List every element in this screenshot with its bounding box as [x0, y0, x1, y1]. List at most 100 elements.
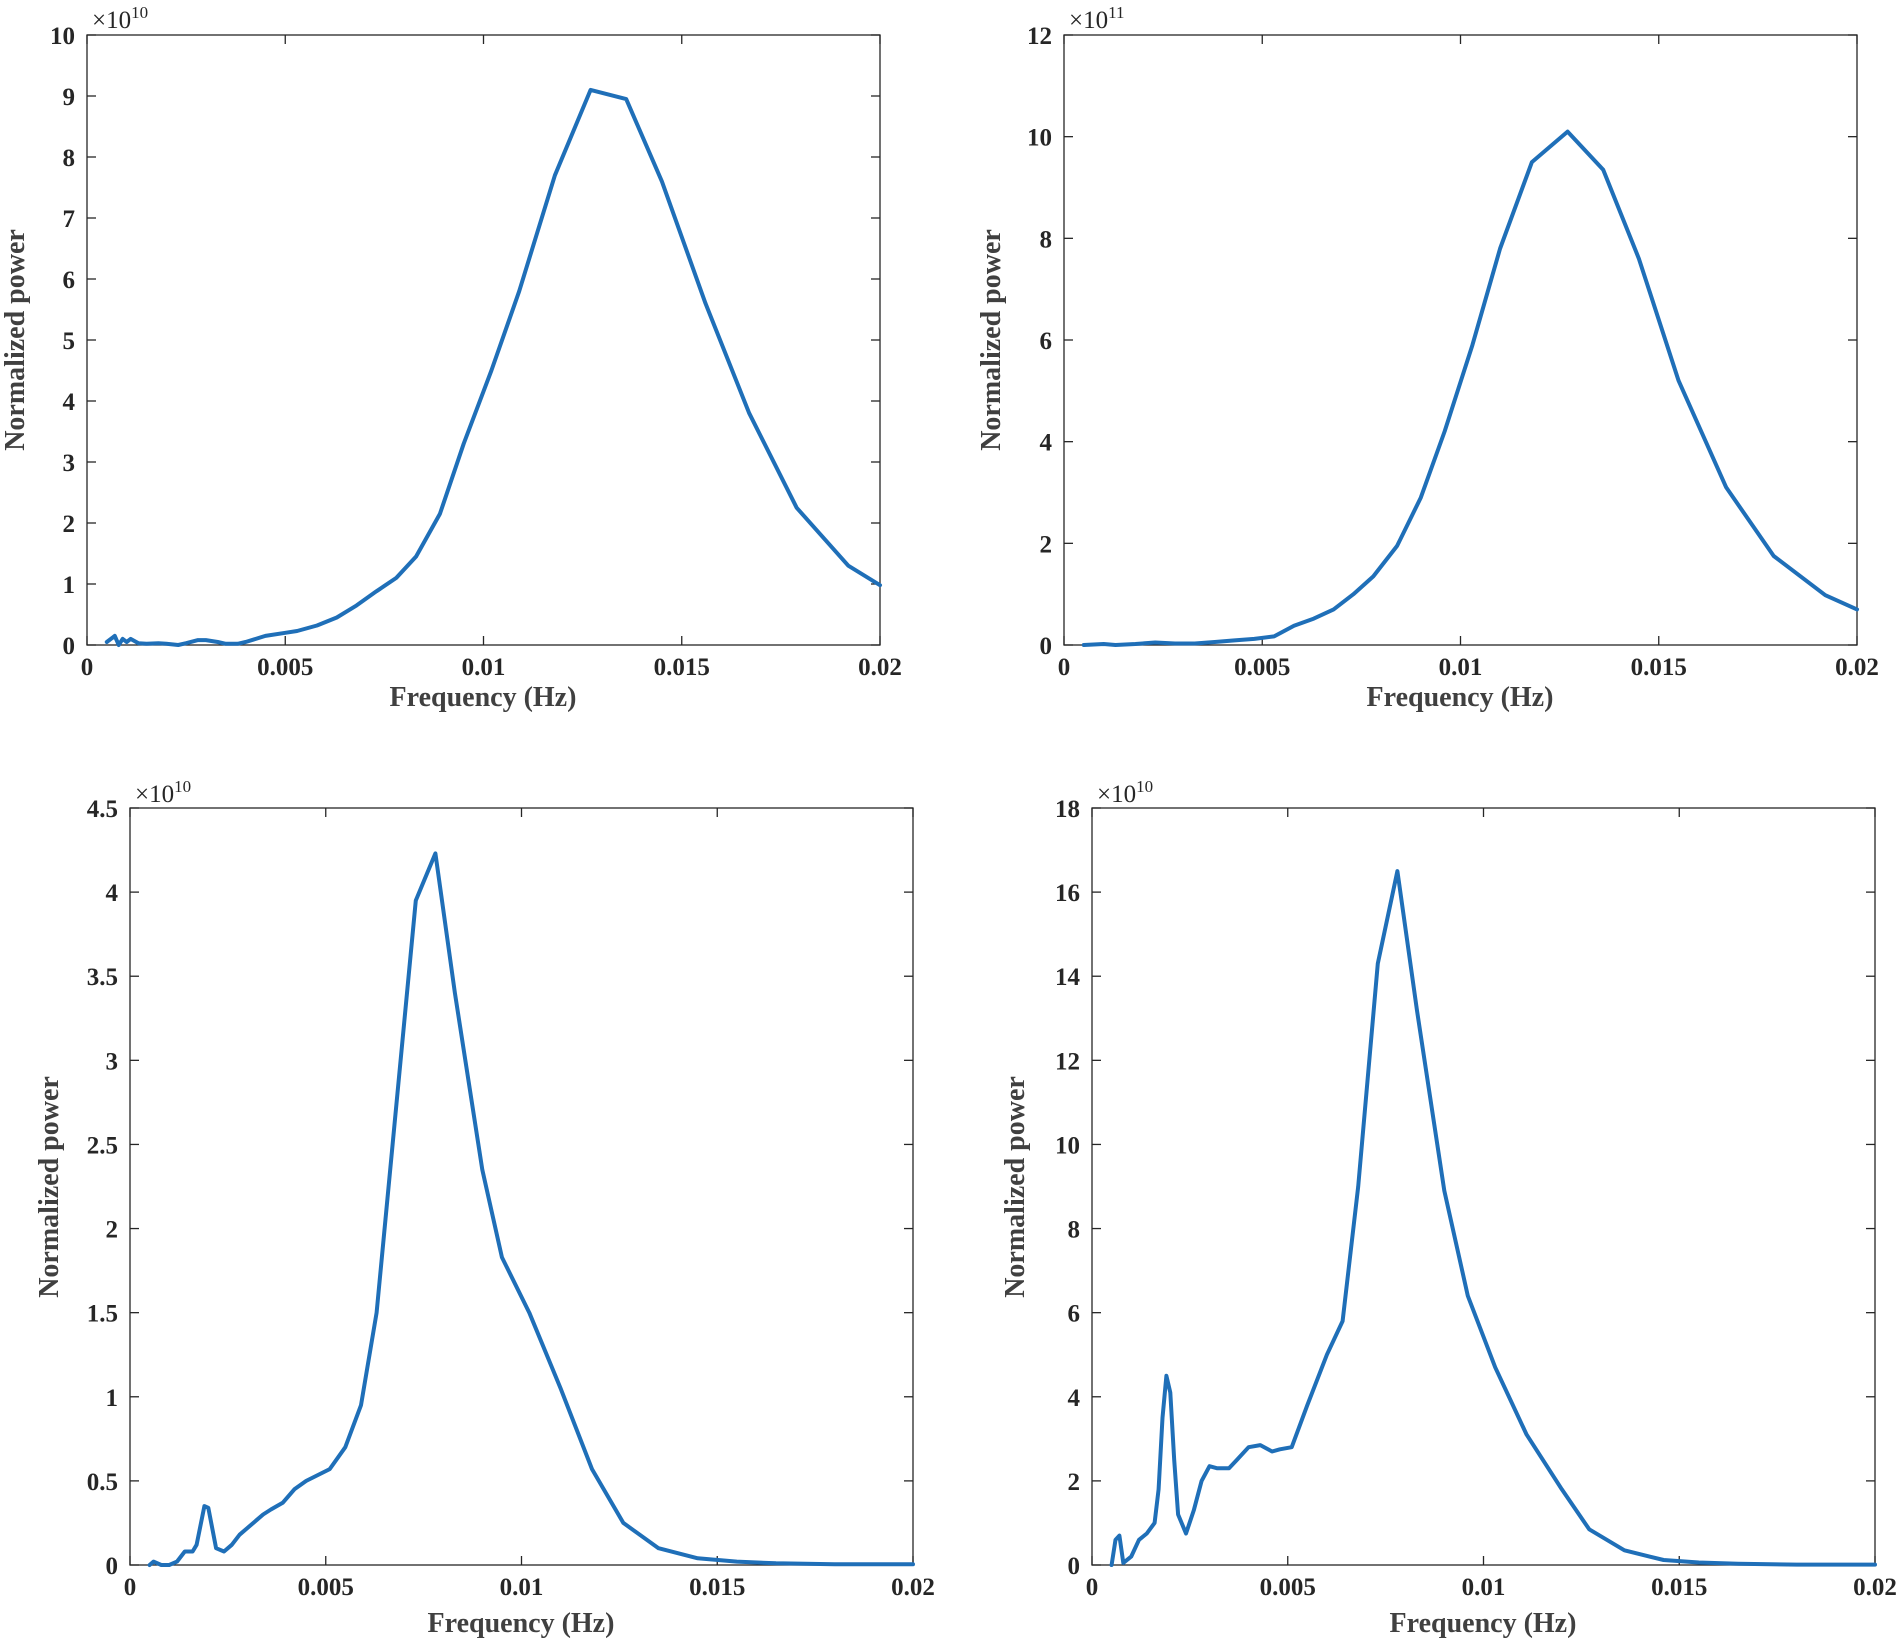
subplot-top-left: 0 0.005 0.01 0.015 0.02 0 1 2 3 4 5 6 7 8 9 10 Frequen…	[0, 3, 902, 713]
plot-frame	[1063, 34, 1858, 646]
series-line-spectrum	[104, 87, 882, 647]
y-tick-label: 1.5	[87, 1301, 118, 1328]
x-tick-label: 0.02	[891, 1574, 935, 1601]
x-tick-label: 0.01	[500, 1574, 544, 1601]
y-tick-label: 6	[63, 267, 76, 294]
x-ticks: 0 0.005 0.01 0.015 0.02	[1058, 35, 1879, 681]
y-ticks: 0 2 4 6 8 10 12	[1027, 23, 1857, 660]
series-group	[1081, 129, 1859, 647]
subplot-top-right: 0 0.005 0.01 0.015 0.02 0 2 4 6 8 10 12 Frequency …	[976, 3, 1879, 713]
x-tick-label: 0.01	[1439, 654, 1483, 681]
y-tick-label: 12	[1055, 1048, 1080, 1075]
x-tick-label: 0.015	[654, 654, 710, 681]
x-tick-label: 0.005	[257, 654, 313, 681]
exponent-label: ×1010	[92, 3, 148, 34]
exponent-label: ×1010	[135, 777, 191, 808]
x-ticks: 0 0.005 0.01 0.015 0.02	[1086, 808, 1897, 1601]
y-tick-label: 6	[1040, 328, 1053, 355]
y-tick-label: 6	[1068, 1301, 1081, 1328]
y-tick-label: 4	[1040, 430, 1053, 457]
y-tick-label: 16	[1055, 880, 1080, 907]
y-tick-label: 0	[106, 1553, 119, 1580]
y-tick-label: 12	[1027, 23, 1052, 50]
y-axis-label: Normalized power	[34, 1076, 65, 1298]
x-axis-label: Frequency (Hz)	[1367, 682, 1554, 713]
y-tick-label: 3.5	[87, 964, 118, 991]
y-tick-label: 3	[63, 450, 76, 477]
y-axis-label: Normalized power	[976, 229, 1007, 451]
exponent-base: ×10	[135, 781, 174, 808]
x-ticks: 0 0.005 0.01 0.015 0.02	[81, 35, 902, 681]
plot-frame	[129, 807, 914, 1566]
y-axis-label: Normalized power	[1000, 1076, 1031, 1298]
series-group	[147, 851, 915, 1567]
exponent-power: 10	[131, 3, 148, 22]
x-tick-label: 0.005	[1234, 654, 1290, 681]
y-tick-label: 10	[1027, 125, 1052, 152]
y-tick-label: 7	[63, 206, 76, 233]
x-tick-label: 0.01	[1462, 1574, 1506, 1601]
y-tick-label: 2	[106, 1217, 119, 1244]
x-tick-label: 0.015	[1651, 1574, 1707, 1601]
y-tick-label: 1	[106, 1385, 119, 1412]
y-tick-label: 14	[1055, 964, 1081, 991]
x-tick-label: 0.005	[298, 1574, 354, 1601]
subplot-bottom-left: 0 0.005 0.01 0.015 0.02 0 0.5 1 1.5 2 2.5 3 3.5 4 4.5…	[34, 777, 935, 1639]
series-group	[104, 87, 882, 647]
x-tick-label: 0	[124, 1574, 137, 1601]
y-tick-label: 2	[1068, 1469, 1081, 1496]
x-axis-label: Frequency (Hz)	[390, 682, 577, 713]
x-tick-label: 0	[1058, 654, 1071, 681]
x-ticks: 0 0.005 0.01 0.015 0.02	[124, 808, 935, 1601]
y-tick-label: 2	[63, 511, 76, 538]
y-tick-label: 4.5	[87, 796, 118, 823]
exponent-base: ×10	[92, 7, 131, 34]
exponent-power: 11	[1108, 3, 1124, 22]
plot-frame	[86, 34, 881, 646]
y-tick-label: 1	[63, 572, 76, 599]
x-axis-label: Frequency (Hz)	[1390, 1608, 1577, 1639]
y-tick-label: 10	[50, 23, 75, 50]
y-tick-label: 4	[106, 880, 119, 907]
y-tick-label: 2.5	[87, 1132, 118, 1159]
x-tick-label: 0.005	[1260, 1574, 1316, 1601]
y-axis-label: Normalized power	[0, 229, 31, 451]
x-tick-label: 0.015	[689, 1574, 745, 1601]
exponent-label: ×1011	[1069, 3, 1124, 34]
series-line-spectrum	[1081, 129, 1859, 647]
y-tick-label: 4	[63, 389, 76, 416]
series-group	[1109, 869, 1877, 1567]
x-axis-label: Frequency (Hz)	[428, 1608, 615, 1639]
y-tick-label: 8	[1068, 1217, 1081, 1244]
y-tick-label: 4	[1068, 1385, 1081, 1412]
x-tick-label: 0.015	[1631, 654, 1687, 681]
y-tick-label: 0.5	[87, 1469, 118, 1496]
y-ticks: 0 1 2 3 4 5 6 7 8 9 10	[50, 23, 880, 660]
y-tick-label: 10	[1055, 1132, 1080, 1159]
y-tick-label: 0	[1068, 1553, 1081, 1580]
exponent-label: ×1010	[1097, 777, 1153, 808]
y-tick-label: 9	[63, 84, 76, 111]
x-tick-label: 0.02	[1835, 654, 1879, 681]
x-tick-label: 0.02	[858, 654, 902, 681]
x-tick-label: 0.02	[1853, 1574, 1897, 1601]
series-line-spectrum	[1109, 869, 1877, 1567]
x-tick-label: 0	[81, 654, 94, 681]
y-tick-label: 0	[63, 633, 76, 660]
series-line-spectrum	[147, 851, 915, 1567]
exponent-power: 10	[174, 777, 191, 796]
y-ticks: 0 2 4 6 8 10 12 14 16 18	[1055, 796, 1875, 1580]
x-tick-label: 0.01	[462, 654, 506, 681]
y-tick-label: 8	[63, 145, 76, 172]
x-tick-label: 0	[1086, 1574, 1099, 1601]
subplot-bottom-right: 0 0.005 0.01 0.015 0.02 0 2 4 6 8 10 12 14 16 18 Freq…	[1000, 777, 1897, 1639]
exponent-base: ×10	[1097, 781, 1136, 808]
y-ticks: 0 0.5 1 1.5 2 2.5 3 3.5 4 4.5	[87, 796, 913, 1580]
y-tick-label: 2	[1040, 531, 1053, 558]
y-tick-label: 3	[106, 1048, 119, 1075]
y-tick-label: 0	[1040, 633, 1053, 660]
plot-frame	[1091, 807, 1876, 1566]
exponent-power: 10	[1136, 777, 1153, 796]
y-tick-label: 5	[63, 328, 76, 355]
